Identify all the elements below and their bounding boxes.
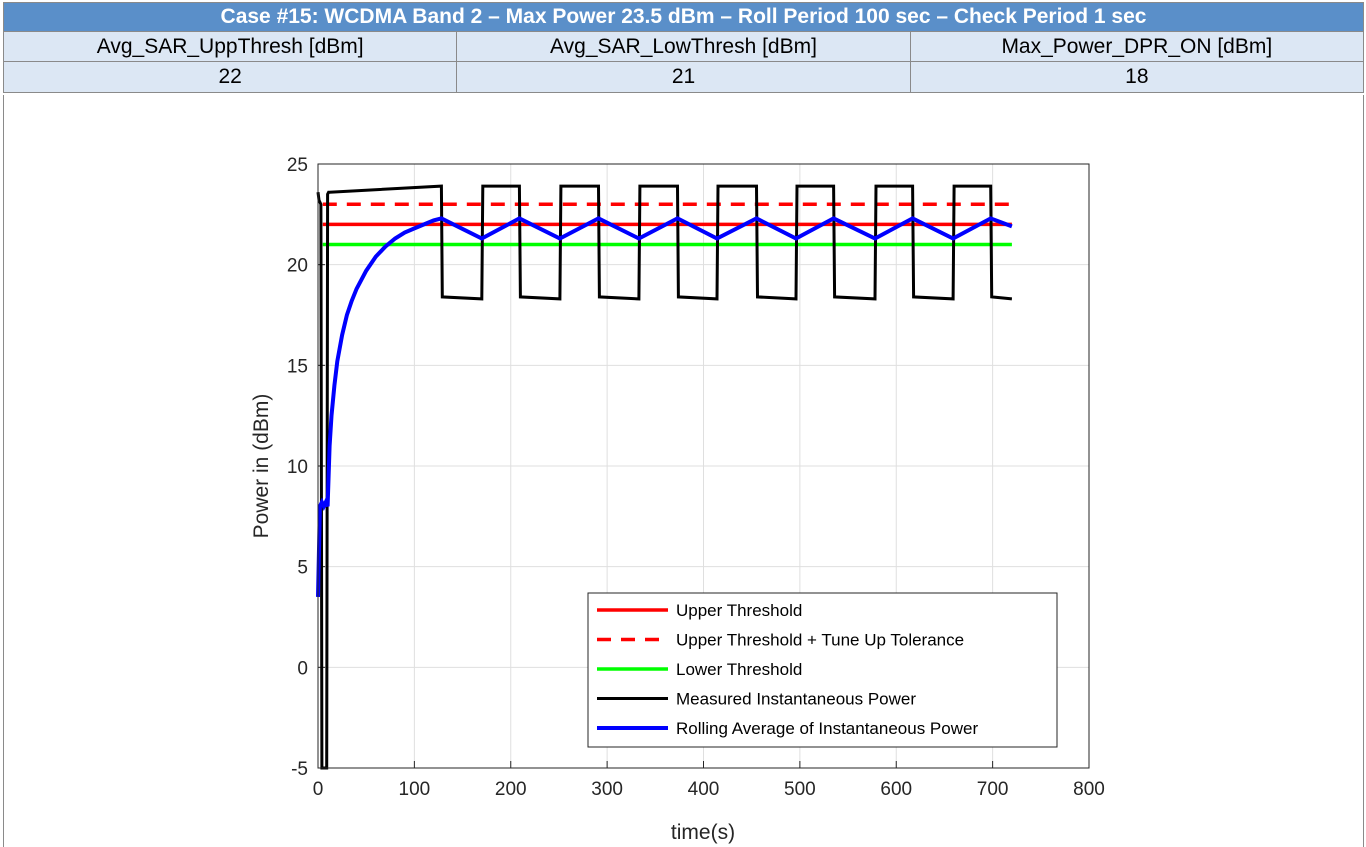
- x-tick-labels: 0 100 200 300 400 500 600 700 800: [313, 779, 1105, 800]
- x-tick-label: 700: [977, 779, 1009, 800]
- max-power-dpr-header: Max_Power_DPR_ON [dBm]: [909, 31, 1365, 62]
- measured-instantaneous-power-line: [316, 184, 1013, 770]
- series-group: [316, 184, 1013, 770]
- legend-entry-label: Upper Threshold: [676, 601, 802, 620]
- lower-threshold-value: 21: [456, 61, 911, 93]
- y-tick-label: 25: [287, 155, 308, 176]
- case-title: Case #15: WCDMA Band 2 – Max Power 23.5 …: [3, 2, 1364, 32]
- y-tick-label: 20: [287, 256, 308, 277]
- legend-entry-label: Upper Threshold + Tune Up Tolerance: [676, 631, 964, 650]
- chart-panel: [3, 95, 1364, 847]
- x-axis-label: time(s): [671, 821, 735, 844]
- y-tick-label: 0: [297, 658, 308, 679]
- legend-entry-label: Measured Instantaneous Power: [676, 690, 916, 709]
- upper-threshold-value: 22: [2, 61, 458, 93]
- case-parameters-table: Case #15: WCDMA Band 2 – Max Power 23.5 …: [2, 2, 1365, 93]
- x-tick-label: 300: [591, 779, 623, 800]
- plot-border: [317, 163, 1090, 769]
- y-tick-label: -5: [291, 759, 308, 780]
- max-power-dpr-value: 18: [909, 61, 1365, 93]
- x-tick-label: 800: [1073, 779, 1105, 800]
- x-tick-label: 0: [313, 779, 324, 800]
- legend: Upper Threshold Upper Threshold + Tune Up…: [587, 592, 1058, 748]
- x-tick-label: 600: [880, 779, 912, 800]
- y-tick-label: 10: [287, 457, 308, 478]
- legend-entry-label: Rolling Average of Instantaneous Power: [676, 719, 978, 738]
- legend-entry-label: Lower Threshold: [676, 660, 802, 679]
- rolling-average-power-line: [316, 216, 1013, 597]
- y-axis-label: Power in (dBm): [250, 394, 273, 539]
- x-tick-label: 500: [784, 779, 816, 800]
- x-tick-label: 400: [688, 779, 720, 800]
- y-tick-labels: -5 0 5 10 15 20 25: [287, 155, 308, 780]
- y-tick-label: 5: [297, 558, 308, 579]
- x-tick-label: 100: [399, 779, 431, 800]
- x-tick-label: 200: [495, 779, 527, 800]
- y-tick-label: 15: [287, 356, 308, 377]
